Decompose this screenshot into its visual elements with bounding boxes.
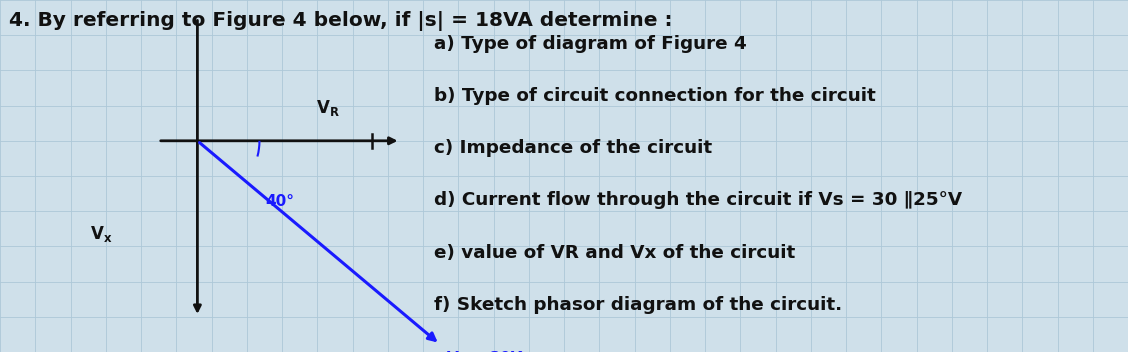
Text: d) Current flow through the circuit if Vs = 30 ∥25°V: d) Current flow through the circuit if V… (434, 191, 962, 209)
Text: e) value of VR and Vx of the circuit: e) value of VR and Vx of the circuit (434, 244, 795, 262)
Text: a) Type of diagram of Figure 4: a) Type of diagram of Figure 4 (434, 35, 747, 53)
Text: f) Sketch phasor diagram of the circuit.: f) Sketch phasor diagram of the circuit. (434, 296, 843, 314)
Text: $\mathbf{V_s}$ = 30Y: $\mathbf{V_s}$ = 30Y (446, 350, 523, 352)
Text: c) Impedance of the circuit: c) Impedance of the circuit (434, 139, 713, 157)
Text: 40°: 40° (265, 194, 294, 209)
Text: $\mathbf{V_x}$: $\mathbf{V_x}$ (90, 224, 113, 244)
Text: 4. By referring to Figure 4 below, if |s| = 18VA determine :: 4. By referring to Figure 4 below, if |s… (9, 11, 672, 31)
Text: b) Type of circuit connection for the circuit: b) Type of circuit connection for the ci… (434, 87, 876, 105)
Text: $\mathbf{V_R}$: $\mathbf{V_R}$ (316, 98, 340, 118)
